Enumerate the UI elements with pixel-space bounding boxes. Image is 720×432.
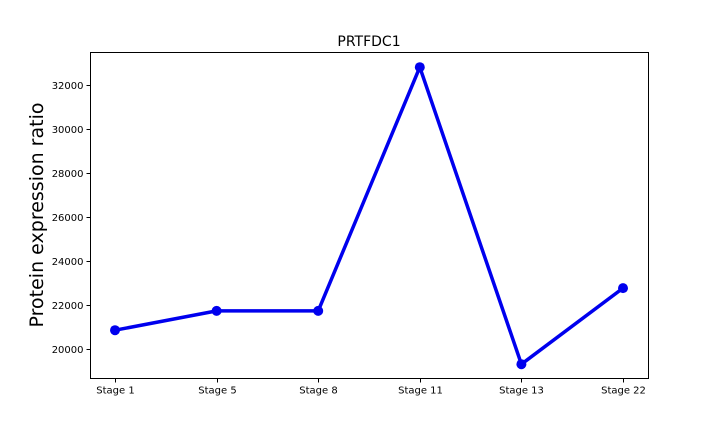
series-line [113, 65, 625, 366]
y-tick-label: 28000 [52, 169, 84, 180]
y-tick-label: 20000 [52, 345, 84, 356]
x-tick-label: Stage 5 [198, 386, 236, 397]
chart-title: PRTFDC1 [337, 34, 400, 50]
y-axis: 20000 22000 24000 26000 28000 30000 32000 [52, 81, 91, 356]
y-tick-label: 22000 [52, 301, 84, 312]
y-tick-label: 26000 [52, 213, 84, 224]
x-tick-label: Stage 11 [398, 386, 443, 397]
plot-area [90, 52, 649, 379]
y-tick-label: 30000 [52, 125, 84, 136]
data-point [414, 62, 425, 73]
x-tick-label: Stage 22 [601, 386, 646, 397]
x-tick-label: Stage 13 [499, 386, 544, 397]
series-layer [110, 62, 628, 370]
data-point [110, 325, 120, 336]
data-point [516, 359, 527, 370]
data-point [211, 305, 222, 316]
y-axis-label: Protein expression ratio [26, 103, 48, 328]
data-point [618, 283, 628, 294]
y-tick-label: 24000 [52, 257, 84, 268]
data-point [313, 305, 324, 316]
x-tick-label: Stage 1 [96, 386, 134, 397]
y-tick-label: 32000 [52, 81, 84, 92]
x-tick-label: Stage 8 [299, 386, 337, 397]
x-axis: Stage 1 Stage 5 Stage 8 Stage 11 Stage 13 Sta… [96, 378, 646, 397]
